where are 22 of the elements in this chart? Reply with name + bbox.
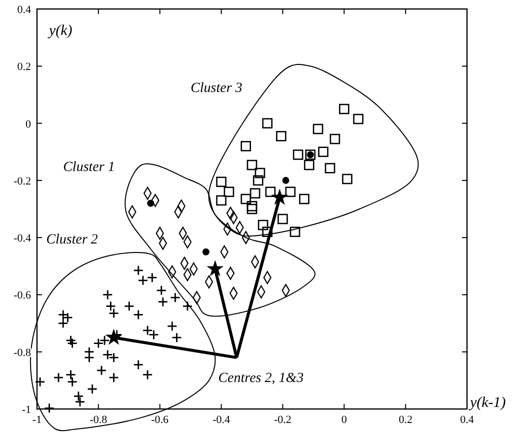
y-tick-label: -0.2: [14, 175, 31, 188]
annotation: Centres 2, 1&3: [218, 370, 304, 386]
x-axis-title: y(k-1): [468, 395, 506, 411]
x-tick-label: -0.2: [274, 414, 292, 426]
y-tick-label: -0.6: [14, 290, 32, 302]
y-axis-title: y(k): [47, 23, 72, 39]
x-tick-label: 0: [341, 414, 348, 426]
y-tick-label: -1: [22, 404, 31, 416]
x-tick-label: -1: [32, 414, 42, 426]
annotation: Cluster 2: [46, 232, 98, 248]
x-tick-label: 0.4: [460, 414, 474, 426]
y-tick-label: -0.8: [14, 346, 32, 359]
y-tick-label: -0.4: [14, 232, 32, 245]
y-tick-label: 0.2: [17, 61, 31, 74]
x-tick-label: -0.4: [212, 414, 230, 426]
annotation: Cluster 1: [63, 160, 115, 175]
x-tick-label: -0.6: [151, 414, 170, 426]
y-tick-label: 0.4: [17, 4, 32, 16]
y-tick-label: 0: [26, 118, 32, 130]
x-tick-label: -0.8: [90, 414, 108, 426]
x-tick-label: 0.2: [398, 414, 412, 426]
annotation: Cluster 3: [190, 80, 242, 96]
